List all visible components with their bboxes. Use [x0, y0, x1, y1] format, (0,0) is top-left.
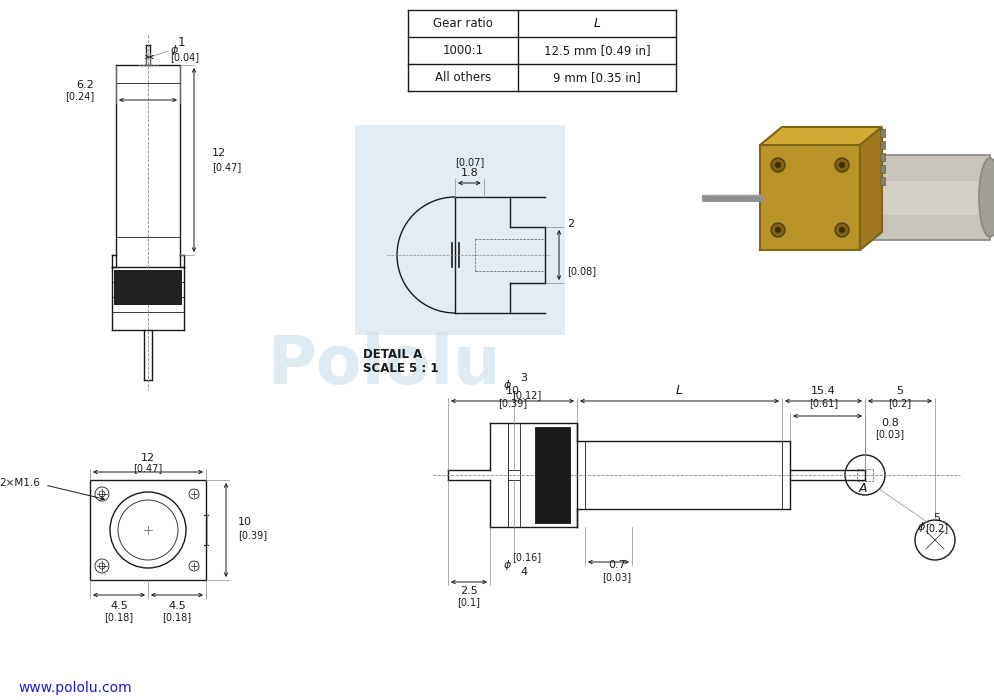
Text: Gear ratio: Gear ratio	[432, 17, 492, 30]
Text: 0.7: 0.7	[607, 560, 625, 570]
Text: [0.03]: [0.03]	[875, 429, 904, 439]
Text: 4: 4	[520, 567, 527, 577]
Text: [0.47]: [0.47]	[212, 162, 241, 172]
Bar	[859, 155, 989, 240]
Text: L: L	[675, 384, 682, 398]
Bar	[535, 427, 570, 523]
Ellipse shape	[978, 158, 994, 237]
Text: 2.5: 2.5	[459, 586, 477, 596]
Circle shape	[838, 227, 844, 233]
Circle shape	[770, 223, 784, 237]
Text: 4.5: 4.5	[110, 601, 128, 611]
Text: [0.18]: [0.18]	[104, 612, 133, 622]
Text: [0.18]: [0.18]	[162, 612, 192, 622]
Bar	[879, 129, 884, 137]
Text: 5: 5	[932, 513, 939, 523]
Text: SCALE 5 : 1: SCALE 5 : 1	[363, 363, 438, 375]
Text: 3: 3	[520, 373, 527, 383]
Text: [0.03]: [0.03]	[601, 572, 631, 582]
Text: A: A	[858, 482, 867, 494]
Text: [0.2]: [0.2]	[924, 523, 947, 533]
Text: $\phi$: $\phi$	[170, 43, 179, 57]
Text: 10: 10	[238, 517, 251, 527]
Text: [0.1]: [0.1]	[457, 597, 480, 607]
Bar	[879, 177, 884, 185]
Circle shape	[834, 158, 848, 172]
Circle shape	[770, 158, 784, 172]
Polygon shape	[759, 127, 881, 145]
Ellipse shape	[845, 155, 873, 240]
Text: 1.8: 1.8	[460, 168, 478, 178]
Text: 6.2: 6.2	[77, 80, 93, 90]
Polygon shape	[859, 127, 881, 250]
Text: [0.07]: [0.07]	[454, 157, 483, 167]
Text: $\phi$: $\phi$	[915, 520, 924, 534]
Bar	[879, 141, 884, 149]
Text: [0.47]: [0.47]	[133, 463, 162, 473]
Bar	[89, 480, 206, 580]
Text: $\phi$: $\phi$	[503, 378, 512, 392]
Text: DETAIL A: DETAIL A	[363, 349, 421, 361]
Text: 12.5 mm [0.49 in]: 12.5 mm [0.49 in]	[543, 44, 650, 57]
Text: [0.2]: [0.2]	[888, 398, 911, 408]
Text: 4.5: 4.5	[168, 601, 186, 611]
Text: [0.39]: [0.39]	[238, 530, 266, 540]
Circle shape	[774, 162, 780, 168]
Text: [0.16]: [0.16]	[512, 552, 541, 562]
Text: 1: 1	[178, 36, 185, 50]
Bar	[879, 153, 884, 161]
Bar	[859, 181, 989, 214]
Text: 10: 10	[505, 386, 519, 396]
Bar	[114, 270, 182, 305]
Text: L: L	[592, 17, 600, 30]
Text: 5: 5	[896, 386, 903, 396]
Bar	[355, 125, 565, 335]
Text: www.pololu.com: www.pololu.com	[18, 681, 131, 695]
Text: 2: 2	[567, 219, 574, 229]
Bar	[759, 145, 859, 250]
Text: [0.24]: [0.24]	[65, 91, 93, 101]
Text: [0.39]: [0.39]	[497, 398, 527, 408]
Text: Pololu: Pololu	[268, 332, 501, 398]
Circle shape	[774, 227, 780, 233]
Circle shape	[838, 162, 844, 168]
Text: 12: 12	[212, 148, 226, 158]
Text: 2×M1.6: 2×M1.6	[0, 478, 40, 488]
Text: 1000:1: 1000:1	[442, 44, 483, 57]
Text: 9 mm [0.35 in]: 9 mm [0.35 in]	[553, 71, 640, 84]
Text: $\phi$: $\phi$	[503, 558, 512, 572]
Text: [0.04]: [0.04]	[170, 52, 199, 62]
Text: 0.8: 0.8	[881, 418, 898, 428]
Circle shape	[834, 223, 848, 237]
Text: [0.12]: [0.12]	[512, 390, 541, 400]
Text: 15.4: 15.4	[810, 386, 835, 396]
Text: [0.08]: [0.08]	[567, 266, 595, 276]
Bar	[879, 165, 884, 173]
Text: All others: All others	[434, 71, 491, 84]
Text: [0.61]: [0.61]	[808, 398, 837, 408]
Text: 12: 12	[141, 453, 155, 463]
